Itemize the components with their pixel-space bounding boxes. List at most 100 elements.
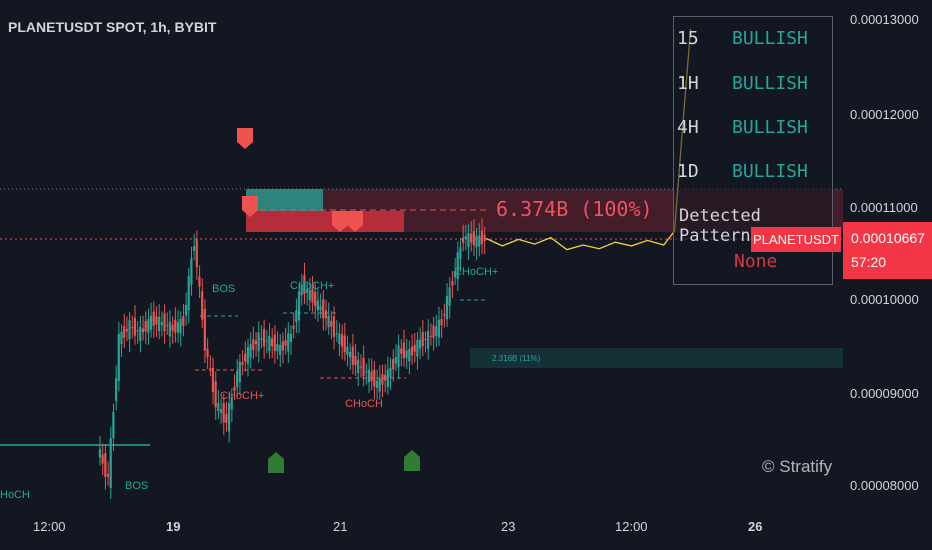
candle-body (314, 291, 317, 307)
timeframe-label: 15 (677, 28, 699, 49)
candle-body (160, 322, 163, 325)
choch-label: HoCH (0, 489, 30, 501)
candle-body (295, 310, 298, 323)
candle-body (357, 359, 360, 374)
candle-body (106, 474, 110, 477)
candle-body (408, 349, 411, 362)
candle-body (432, 325, 435, 338)
timeframe-label: 4H (677, 117, 699, 138)
candle-body (214, 381, 217, 408)
candle-body (166, 325, 169, 327)
candle-body (155, 315, 158, 325)
candle-body (147, 319, 150, 333)
candle-body (219, 409, 223, 413)
candle-body (402, 342, 406, 359)
candle-body (478, 235, 481, 247)
buy-signal-marker (404, 450, 420, 471)
candle-body (182, 316, 185, 327)
candle-body (152, 311, 155, 326)
candle-body (179, 318, 182, 334)
candle-body (362, 357, 365, 377)
timeframe-status: BULLISH (732, 117, 808, 138)
candle-body (254, 340, 258, 345)
candle-body (176, 322, 180, 333)
candle-body (149, 315, 153, 330)
choch-plus-label: CHoCH+ (290, 280, 335, 292)
candle-body (281, 341, 284, 351)
candle-body (265, 340, 268, 342)
candle-body (472, 231, 475, 246)
detected-pattern-value: None (734, 251, 778, 272)
candle-body (187, 275, 190, 311)
bar-countdown: 57:20 (851, 254, 887, 270)
candle-body (112, 411, 115, 439)
candle-body (475, 235, 478, 248)
candle-body (203, 308, 206, 351)
candle-body (435, 326, 438, 336)
candle-body (483, 234, 486, 242)
candle-body (260, 338, 263, 340)
candle-body (440, 319, 443, 326)
candle-body (324, 310, 327, 319)
candle-body (225, 414, 228, 424)
candle-body (292, 325, 295, 329)
symbol-price-badge: PLANETUSDT (751, 227, 841, 252)
candle-body (359, 366, 362, 368)
candle-body (271, 338, 274, 346)
candle-body (394, 357, 397, 364)
candle-body (98, 449, 102, 458)
candle-body (198, 276, 201, 287)
candle-body (195, 239, 198, 268)
sell-signal-marker (242, 196, 258, 217)
candle-body (453, 270, 457, 278)
candle-body (109, 438, 112, 488)
timeframe-status: BULLISH (732, 73, 808, 94)
candle-body (461, 237, 465, 243)
candle-body (383, 374, 387, 381)
candle-body (303, 275, 306, 294)
candle-body (470, 233, 473, 243)
candle-body (367, 369, 371, 383)
sell-signal-marker (347, 211, 363, 232)
candle-body (340, 333, 344, 347)
candle-body (443, 314, 446, 316)
candle-body (206, 348, 209, 357)
candle-body (276, 344, 279, 352)
candle-body (464, 236, 467, 240)
candle-body (297, 291, 301, 321)
candle-body (117, 333, 120, 382)
timeframe-status: BULLISH (732, 161, 808, 182)
x-tick-label: 26 (748, 519, 763, 534)
candle-body (209, 368, 212, 370)
candle-body (421, 332, 424, 347)
candle-body (354, 355, 357, 366)
candle-body (133, 317, 137, 336)
candle-body (429, 335, 432, 337)
candle-body (386, 369, 389, 388)
candle-body (480, 230, 484, 245)
candle-body (289, 333, 293, 343)
candle-body (418, 339, 422, 349)
watermark: © Stratify (762, 457, 833, 476)
candle-body (448, 287, 451, 307)
candle-body (300, 285, 303, 296)
candle-body (131, 327, 134, 329)
markers-layer (237, 128, 420, 473)
candle-body (236, 371, 239, 388)
timeframe-label: 1H (677, 73, 699, 94)
candle-body (101, 454, 104, 464)
candle-body (373, 369, 376, 387)
candle-body (211, 367, 215, 393)
y-tick-label: 0.00010000 (850, 292, 919, 307)
candle-body (416, 339, 419, 357)
x-tick-label: 12:00 (33, 519, 66, 534)
candle-body (158, 316, 161, 332)
candle-body (123, 326, 126, 338)
candle-body (467, 232, 470, 248)
candle-body (163, 313, 166, 331)
candle-body (305, 288, 309, 293)
detected-pattern-label: Detected Pattern (679, 206, 761, 246)
candle-body (343, 335, 346, 353)
candle-body (128, 320, 131, 340)
candle-body (424, 339, 427, 341)
